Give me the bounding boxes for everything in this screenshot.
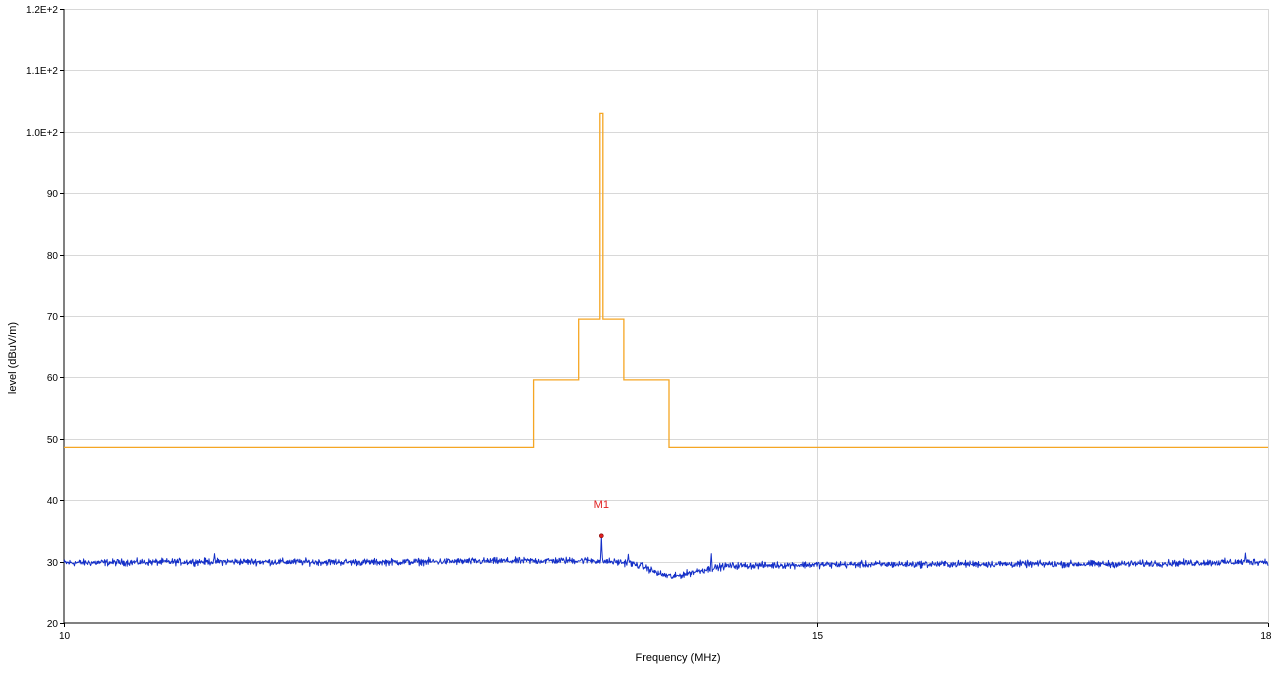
y-tick-label: 30 (47, 558, 59, 569)
y-axis-title: level (dBuV/m) (7, 322, 19, 394)
y-tick-label: 1.0E+2 (26, 128, 58, 139)
marker-label: M1 (594, 499, 609, 511)
measured-trace-series (63, 535, 1269, 580)
y-tick-label: 90 (47, 189, 59, 200)
y-tick-label: 1.1E+2 (26, 66, 58, 77)
x-tick-label: 18 (1260, 631, 1272, 642)
x-tick-label: 15 (812, 631, 824, 642)
marker-point (598, 533, 604, 539)
limit-line-series (64, 112, 1268, 449)
y-tick-label: 40 (47, 496, 59, 507)
y-tick-label: 20 (47, 619, 59, 630)
y-tick-label: 60 (47, 373, 59, 384)
y-tick-label: 50 (47, 435, 59, 446)
marker-layer: M1 (594, 499, 609, 539)
x-axis-title: Frequency (MHz) (636, 652, 721, 664)
y-tick-label: 80 (47, 251, 59, 262)
y-tick-label: 70 (47, 312, 59, 323)
label-layer: Frequency (MHz) level (dBuV/m) (7, 322, 720, 664)
series-layer (63, 112, 1269, 580)
grid-layer (64, 9, 1269, 623)
axis-layer: 20 30 40 50 60 70 80 90 1.0E+2 1.1E+2 1.2E+2 10 15 18 (26, 5, 1272, 642)
x-tick-label: 10 (59, 631, 71, 642)
y-tick-label: 1.2E+2 (26, 5, 58, 16)
